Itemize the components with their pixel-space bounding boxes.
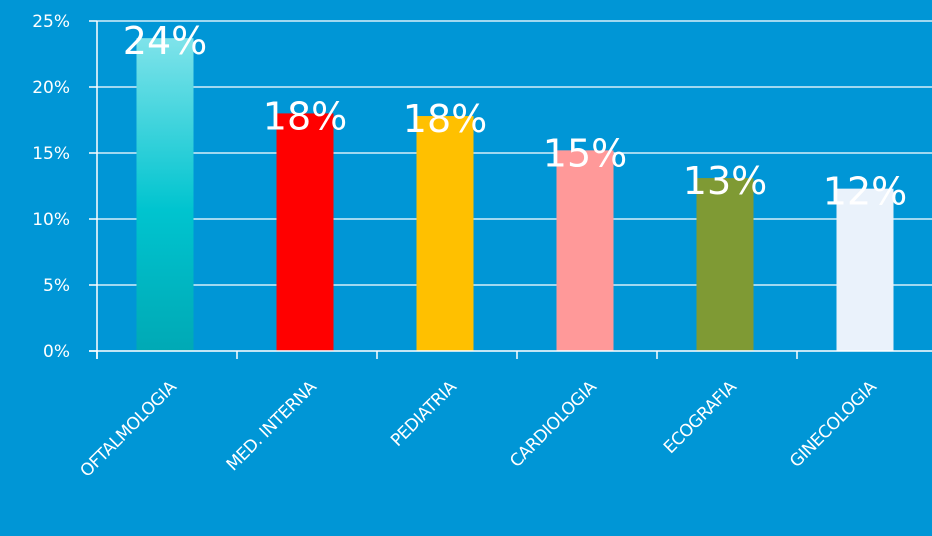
data-label-cardiologia: 15% <box>543 131 627 175</box>
x-axis-category-labels: OFTALMOLOGIA MED. INTERNA PEDIATRIA CARDIOL… <box>76 377 881 482</box>
y-tick-label-25: 25% <box>32 12 70 32</box>
data-label-ginecologia: 12% <box>823 170 907 214</box>
y-tick-label-10: 10% <box>32 210 70 230</box>
data-label-pediatria: 18% <box>403 97 487 141</box>
gridlines <box>97 20 932 286</box>
x-tick-label-med-interna: MED. INTERNA <box>223 377 321 475</box>
y-tick-label-20: 20% <box>32 78 70 98</box>
y-tick-label-0: 0% <box>43 342 70 362</box>
data-labels: 24% 18% 18% 15% 13% 12% <box>123 19 907 213</box>
data-label-ecografia: 13% <box>683 159 767 203</box>
y-axis-tick-labels: 0% 5% 10% 15% 20% 25% <box>32 12 70 362</box>
bar-oftalmologia <box>136 38 194 351</box>
x-tick-label-cardiologia: CARDIOLOGIA <box>506 377 601 472</box>
bar-pediatria <box>416 116 474 351</box>
bars <box>136 38 894 352</box>
bar-ginecologia <box>836 188 894 351</box>
x-tick-label-oftalmologia: OFTALMOLOGIA <box>76 377 181 482</box>
x-tick-label-ginecologia: GINECOLOGIA <box>786 377 881 472</box>
bar-cardiologia <box>556 150 614 351</box>
x-tick-label-pediatria: PEDIATRIA <box>387 377 461 451</box>
bar-med-interna <box>276 113 334 352</box>
y-tick-label-15: 15% <box>32 144 70 164</box>
data-label-med-interna: 18% <box>263 94 347 138</box>
data-label-oftalmologia: 24% <box>123 19 207 63</box>
bar-ecografia <box>696 178 754 351</box>
x-tick-label-ecografia: ECOGRAFIA <box>660 377 741 458</box>
axes <box>89 20 932 359</box>
y-tick-label-5: 5% <box>43 276 70 296</box>
